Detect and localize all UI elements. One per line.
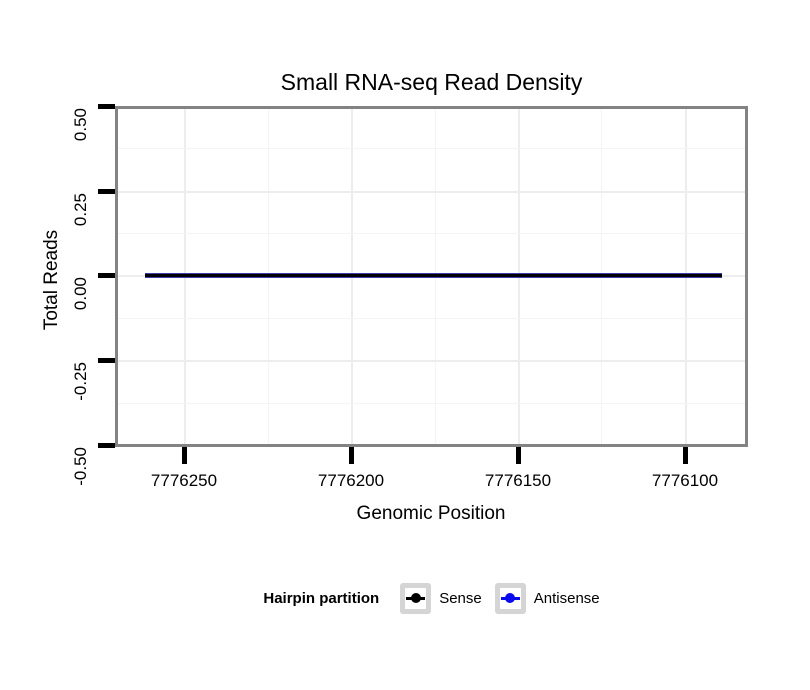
legend-label-antisense: Antisense xyxy=(533,589,600,607)
y-axis-tick-label: -0.25 xyxy=(71,362,90,401)
antisense-point-marker-icon xyxy=(505,593,516,603)
gridline-horizontal-minor xyxy=(118,318,745,319)
y-axis-tick-label: -0.50 xyxy=(71,447,90,486)
chart-title: Small RNA-seq Read Density xyxy=(280,69,583,95)
x-axis-tick-label: 7776150 xyxy=(484,471,552,490)
y-axis-tick-mark xyxy=(98,104,115,109)
gridline-horizontal-minor xyxy=(118,148,745,149)
y-axis-tick-label: 0.25 xyxy=(71,193,90,227)
legend-title: Hairpin partition xyxy=(263,589,380,607)
gridline-horizontal-major xyxy=(118,191,745,193)
x-axis-tick-mark xyxy=(349,447,354,464)
y-axis-tick-mark xyxy=(98,443,115,448)
x-axis-tick-mark xyxy=(516,447,521,464)
plot-panel xyxy=(115,106,748,447)
x-axis-tick-label: 7776200 xyxy=(317,471,385,490)
y-axis-tick-mark xyxy=(98,273,115,278)
legend-label-sense: Sense xyxy=(439,589,482,607)
legend-key-sense xyxy=(400,582,432,614)
y-axis-title: Total Reads xyxy=(41,229,62,331)
x-axis-tick-label: 7776250 xyxy=(150,471,218,490)
sense-antisense-read-density-line xyxy=(145,273,722,278)
sense-point-marker-icon xyxy=(410,593,421,603)
y-axis-tick-mark xyxy=(98,189,115,194)
legend: Hairpin partition Sense Antisense xyxy=(115,580,748,616)
x-axis-tick-mark xyxy=(182,447,187,464)
gridline-horizontal-major xyxy=(118,360,745,362)
y-axis-tick-mark xyxy=(98,358,115,363)
y-axis-tick-label: 0.50 xyxy=(71,108,90,142)
y-axis-tick-label: 0.00 xyxy=(71,277,90,311)
x-axis-tick-mark xyxy=(683,447,688,464)
legend-key-antisense xyxy=(494,582,526,614)
gridline-horizontal-minor xyxy=(118,233,745,234)
x-axis-title: Genomic Position xyxy=(356,503,506,524)
x-axis-tick-label: 7776100 xyxy=(651,471,719,490)
gridline-horizontal-minor xyxy=(118,403,745,404)
